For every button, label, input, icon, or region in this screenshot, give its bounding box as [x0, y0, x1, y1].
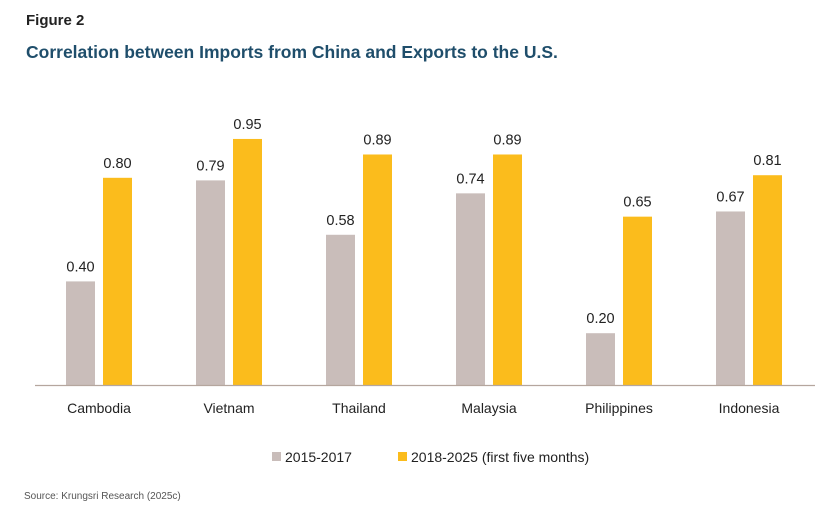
- bar-indonesia-2018-2025: [753, 175, 782, 385]
- figure-label: Figure 2: [26, 12, 85, 29]
- legend-swatch-0: [272, 452, 281, 461]
- bar-thailand-2015-2017: [326, 234, 355, 385]
- data-label: 0.95: [233, 117, 261, 133]
- bar-vietnam-2018-2025: [233, 138, 262, 385]
- data-label: 0.65: [623, 195, 651, 211]
- bar-thailand-2018-2025: [363, 154, 392, 385]
- bar-malaysia-2015-2017: [456, 193, 485, 385]
- x-tick-label: Vietnam: [203, 400, 254, 416]
- bar-chart: 0.40 0.80 Cambodia 0.79 0.95 Vietnam 0.58 0.89 T…: [35, 117, 815, 465]
- bar-vietnam-2015-2017: [196, 180, 225, 385]
- legend-swatch-1: [398, 452, 407, 461]
- data-label: 0.80: [103, 156, 131, 172]
- data-label: 0.67: [716, 189, 744, 205]
- data-label: 0.74: [456, 171, 484, 187]
- x-tick-label: Thailand: [332, 400, 386, 416]
- data-label: 0.79: [196, 158, 224, 174]
- data-label: 0.81: [753, 153, 781, 169]
- x-tick-label: Philippines: [585, 400, 653, 416]
- data-label: 0.40: [66, 259, 94, 275]
- bar-cambodia-2018-2025: [103, 177, 132, 385]
- legend-label: 2015-2017: [285, 449, 352, 465]
- data-label: 0.89: [363, 132, 391, 148]
- data-label: 0.89: [493, 132, 521, 148]
- data-label: 0.20: [586, 311, 614, 327]
- bar-philippines-2015-2017: [586, 333, 615, 385]
- x-tick-label: Malaysia: [461, 400, 516, 416]
- bar-malaysia-2018-2025: [493, 154, 522, 385]
- bar-cambodia-2015-2017: [66, 281, 95, 385]
- data-label: 0.58: [326, 213, 354, 229]
- legend-label: 2018-2025 (first five months): [411, 449, 589, 465]
- x-tick-label: Cambodia: [67, 400, 131, 416]
- bar-philippines-2018-2025: [623, 216, 652, 385]
- x-tick-label: Indonesia: [719, 400, 780, 416]
- bar-indonesia-2015-2017: [716, 211, 745, 385]
- source-note: Source: Krungsri Research (2025c): [24, 491, 181, 502]
- chart-title: Correlation between Imports from China a…: [26, 42, 558, 62]
